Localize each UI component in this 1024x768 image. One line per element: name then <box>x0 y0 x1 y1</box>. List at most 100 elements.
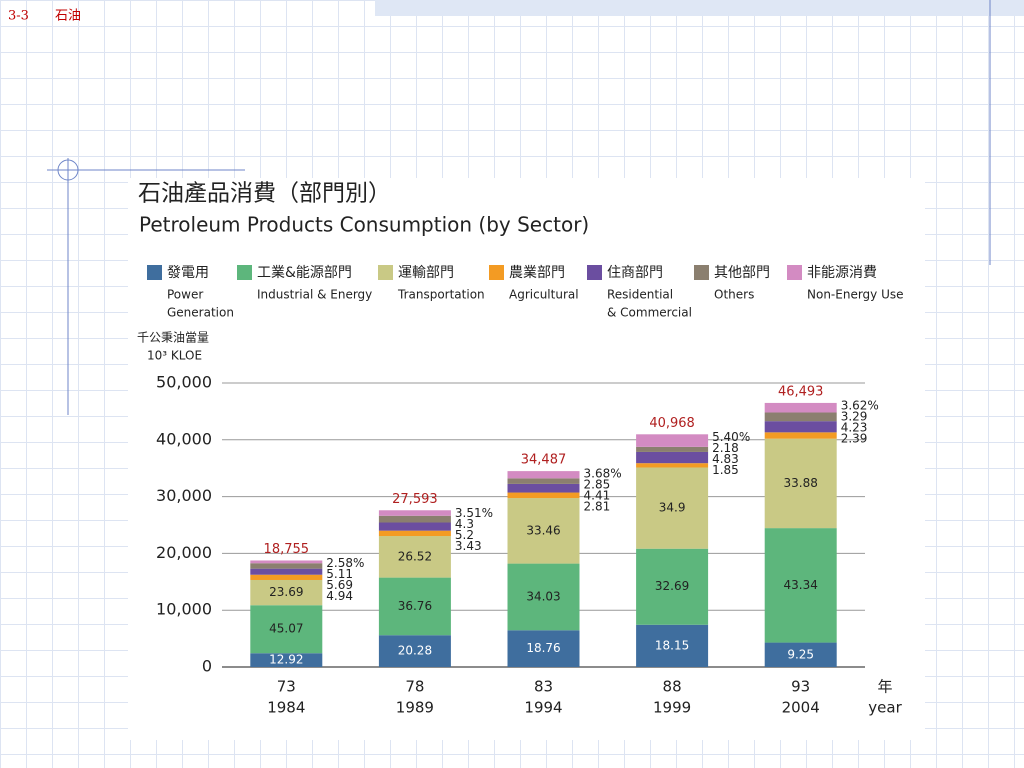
bar-segment <box>636 463 709 468</box>
data-label: 4.83 <box>712 452 739 466</box>
legend-label-en: Non-Energy Use <box>807 288 904 302</box>
data-label: 43.34 <box>784 578 818 592</box>
bar-segment <box>507 478 580 484</box>
x-tick-label: 78 <box>405 678 424 696</box>
data-label: 2.39 <box>841 431 868 445</box>
total-label: 46,493 <box>778 384 824 399</box>
bar-segment <box>764 402 837 413</box>
data-label: 1.85 <box>712 463 739 477</box>
data-label: 2.81 <box>584 500 611 514</box>
y-axis-unit: 10³ KLOE <box>147 349 202 363</box>
total-label: 18,755 <box>264 542 310 557</box>
bar-segment <box>378 530 451 537</box>
bar-segment <box>764 421 837 433</box>
data-label: 26.52 <box>398 549 432 563</box>
x-tick-label: 88 <box>663 678 682 696</box>
data-label: 2.18 <box>712 441 739 455</box>
data-label: 9.25 <box>787 647 814 661</box>
top-band <box>375 0 1024 16</box>
legend-label: 農業部門 <box>509 265 565 281</box>
legend-swatch <box>489 265 504 280</box>
x-tick-label: 2004 <box>782 699 820 717</box>
data-label: 4.94 <box>326 589 353 603</box>
data-label: 3.68% <box>584 467 622 481</box>
bar-segment <box>250 568 323 575</box>
bar-segment <box>636 548 709 625</box>
bar-segment <box>764 432 837 439</box>
legend-label-en: Others <box>714 288 754 302</box>
data-label: 2.85 <box>584 478 611 492</box>
data-label: 12.92 <box>269 653 303 667</box>
data-label: 2.58% <box>326 556 364 570</box>
y-tick-label: 10,000 <box>156 600 212 619</box>
legend-label-en: Generation <box>167 306 234 320</box>
data-label: 20.28 <box>398 644 432 658</box>
bar-segment <box>764 412 837 422</box>
legend-label: 運輸部門 <box>398 265 454 281</box>
y-tick-label: 20,000 <box>156 543 212 562</box>
section-number: 3-3 <box>8 9 29 24</box>
data-label: 33.46 <box>526 523 560 537</box>
bar-segment <box>764 438 837 529</box>
legend-swatch <box>587 265 602 280</box>
data-label: 3.43 <box>455 539 482 553</box>
data-label: 4.41 <box>584 489 611 503</box>
data-label: 23.69 <box>269 585 303 599</box>
data-label: 33.88 <box>784 476 818 490</box>
y-tick-label: 30,000 <box>156 486 212 505</box>
data-label: 4.23 <box>841 420 868 434</box>
legend-label: 非能源消費 <box>807 265 877 281</box>
bar-segment <box>378 536 451 578</box>
x-axis-title-en: year <box>868 699 902 717</box>
legend-label-en: Transportation <box>397 288 485 302</box>
bar-segment <box>636 467 709 549</box>
bar-segment <box>378 635 451 667</box>
bar-segment <box>764 642 837 667</box>
bar-segment <box>507 483 580 493</box>
y-tick-label: 50,000 <box>156 373 212 392</box>
x-tick-label: 1984 <box>267 699 305 717</box>
data-label: 36.76 <box>398 599 432 613</box>
legend-label-en: Power <box>167 288 203 302</box>
total-label: 27,593 <box>392 492 438 507</box>
bar-segment <box>507 471 580 479</box>
data-label: 18.15 <box>655 638 689 652</box>
x-axis-title: 年 <box>877 678 892 696</box>
legend-swatch <box>147 265 162 280</box>
x-tick-label: 1989 <box>396 699 434 717</box>
bar-segment <box>507 498 580 564</box>
legend-label-en: & Commercial <box>607 306 692 320</box>
legend-label: 住商部門 <box>607 265 663 281</box>
y-tick-label: 0 <box>202 657 212 676</box>
chart-subtitle: Petroleum Products Consumption (by Secto… <box>139 213 589 237</box>
y-tick-label: 40,000 <box>156 429 212 448</box>
data-label: 18.76 <box>526 641 560 655</box>
legend-swatch <box>787 265 802 280</box>
data-label: 32.69 <box>655 579 689 593</box>
bar-segment <box>250 563 323 569</box>
x-tick-label: 83 <box>534 678 553 696</box>
bar-segment <box>378 510 451 516</box>
bar-segment <box>636 446 709 452</box>
chart-title: 石油產品消費（部門別） <box>138 181 391 207</box>
data-label: 34.9 <box>659 501 686 515</box>
data-label: 5.69 <box>326 578 353 592</box>
total-label: 34,487 <box>521 453 567 468</box>
bar-segment <box>507 630 580 667</box>
legend-label: 工業&能源部門 <box>257 265 352 281</box>
legend-label-en: Agricultural <box>509 288 579 302</box>
data-label: 34.03 <box>526 589 560 603</box>
data-label: 3.62% <box>841 398 879 412</box>
legend-label: 發電用 <box>167 265 209 281</box>
data-label: 45.07 <box>269 622 303 636</box>
x-tick-label: 93 <box>791 678 810 696</box>
bar-segment <box>636 624 709 667</box>
x-tick-label: 73 <box>277 678 296 696</box>
data-label: 3.51% <box>455 506 493 520</box>
data-label: 5.40% <box>712 430 750 444</box>
bar-segment <box>378 515 451 523</box>
legend-label-en: Industrial & Energy <box>257 288 372 302</box>
bar-segment <box>378 522 451 531</box>
